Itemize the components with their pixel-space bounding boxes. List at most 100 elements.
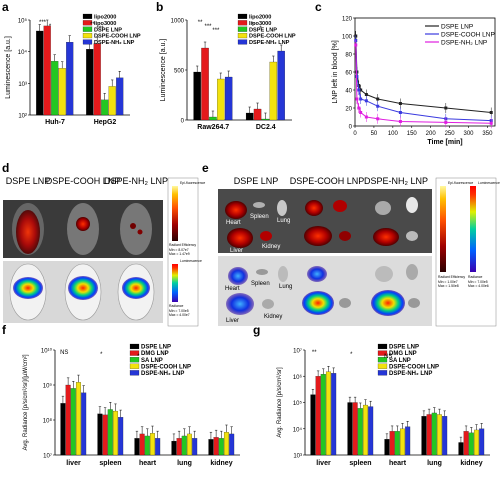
bar-dspe-nh-lnp-liver bbox=[331, 373, 337, 456]
bar-dmg-lnp-lung bbox=[176, 438, 182, 456]
bar-dspe-nh-lnp-spleen bbox=[368, 406, 374, 456]
organ-e2-heart bbox=[305, 200, 323, 216]
bar-sa-lnp-spleen bbox=[357, 408, 363, 456]
x-tick-label: 50 bbox=[371, 131, 378, 137]
panel-letter-c: c bbox=[315, 0, 322, 14]
bar-dspe-cooh-lnp-spleen bbox=[112, 410, 118, 456]
y-tick-label: 500 bbox=[174, 69, 185, 75]
category-label-dc2-4: DC2.4 bbox=[256, 124, 276, 131]
y-axis-label: Luminescence [a.u.] bbox=[5, 36, 12, 99]
y-tick-label: 10⁴ bbox=[18, 49, 28, 56]
legend-swatch-dspe-nh-lnp bbox=[237, 39, 248, 45]
panel-d-imaging: DSPE LNP DSPE-COOH LNP DSPE-NH₂ LNP Epi-… bbox=[3, 176, 205, 327]
legend-label-dspe-lnp: DSPE LNP bbox=[389, 345, 419, 351]
y-axis-label: Avg. Radiance [p/s/cm²/sr]/[µW/cm²] bbox=[23, 354, 29, 450]
point-dspe-nh-lnp bbox=[357, 106, 361, 110]
bar-dspe-lnp-liver bbox=[310, 394, 316, 456]
bar-sa-lnp-kidney bbox=[218, 438, 224, 456]
category-label-heart: heart bbox=[139, 460, 157, 467]
significance-annotation: * bbox=[259, 26, 262, 32]
bar-dspe-lnp-lung bbox=[421, 416, 427, 456]
bar-dspe-nh-lnp-dc2-4 bbox=[277, 50, 285, 121]
significance-annotation: NS bbox=[384, 354, 392, 360]
legend-swatch-dmg-lnp bbox=[377, 350, 388, 356]
panel-e-cb-bottom-unit: Radiance bbox=[468, 275, 482, 279]
significance-annotation: *** bbox=[204, 24, 212, 30]
legend-label-dspe-nh-lnp: DSPE-NH₂ LNP bbox=[94, 40, 135, 46]
point-dspe-nh-lnp bbox=[359, 111, 363, 114]
bar-dspe-cooh-lnp-kidney bbox=[473, 429, 479, 456]
bar-dmg-lnp-liver bbox=[315, 376, 321, 456]
panel-d-title-1: DSPE LNP bbox=[6, 176, 51, 186]
panel-d-cb-bottom-title: Luminescence bbox=[180, 259, 202, 263]
panel-e-cb-bottom-min: Min = 7.00e5 bbox=[468, 280, 488, 284]
bar-dspe-lnp-huh-7 bbox=[51, 61, 59, 116]
point-dspe-nh-lnp bbox=[364, 115, 368, 119]
panel-letter-e: e bbox=[202, 161, 209, 175]
bar-sa-lnp-liver bbox=[70, 388, 76, 456]
organ-e1-kidney bbox=[260, 231, 272, 241]
bar-dspe-nh-lnp-lung bbox=[192, 438, 198, 456]
bar-sa-lnp-heart bbox=[394, 431, 400, 456]
legend-swatch-lipo2000 bbox=[237, 13, 248, 19]
bar-lipo3000-dc2-4 bbox=[253, 108, 262, 121]
category-label-hepg2: HepG2 bbox=[94, 119, 117, 126]
legend-label-lipo2000: lipo2000 bbox=[249, 14, 271, 20]
panel-e-bottom-background bbox=[218, 256, 432, 326]
y-tick-label: 10³ bbox=[18, 82, 27, 88]
bar-dmg-lnp-spleen bbox=[352, 402, 358, 456]
panel-d-cb-bottom-unit: Radiance bbox=[169, 304, 183, 308]
bar-sa-lnp-liver bbox=[320, 374, 326, 456]
curve-dspe-cooh-lnp bbox=[355, 40, 492, 122]
organ-label-heart: Heart bbox=[226, 220, 241, 226]
significance-annotation: * bbox=[350, 352, 353, 358]
organ-label-kidney-bottom: Kidney bbox=[264, 314, 282, 320]
legend-label-lipo2000: lipo2000 bbox=[94, 14, 116, 20]
panel-e-colorbar-luminescence bbox=[470, 186, 476, 272]
point-dspe-lnp bbox=[364, 93, 368, 96]
bar-dspe-cooh-lnp-heart bbox=[149, 433, 155, 456]
panel-d-title-3: DSPE-NH₂ LNP bbox=[104, 176, 168, 186]
bar-dmg-lnp-kidney bbox=[213, 437, 219, 456]
y-tick-label: 10⁵ bbox=[293, 400, 303, 407]
organ-e2-kidney bbox=[339, 231, 351, 241]
significance-annotation: NS bbox=[60, 350, 68, 356]
mouse-d-top-2-signal bbox=[76, 217, 90, 231]
point-dspe-nh-lnp bbox=[376, 117, 380, 121]
x-tick-label: 250 bbox=[445, 131, 456, 137]
category-label-raw264-7: Raw264.7 bbox=[197, 124, 229, 131]
organ-label-lung-bottom: Lung bbox=[279, 284, 292, 290]
panel-e-title-1: DSPE LNP bbox=[234, 176, 279, 186]
y-axis-label: Luminescence [a.u.] bbox=[160, 39, 167, 102]
legend-label-dspe-cooh-lnp: DSPE-COOH LNP bbox=[389, 364, 439, 370]
point-dspe-lnp bbox=[444, 106, 448, 110]
legend-swatch-lipo3000 bbox=[237, 20, 248, 26]
organ-e3-kidney bbox=[406, 231, 418, 241]
chart-g-radiance-organs: 10⁷ 10⁶ 10⁵ 10⁴ 10³ Avg. Radiance [p/s/cm²/sr… bbox=[277, 343, 490, 467]
bar-dmg-lnp-heart bbox=[139, 433, 145, 456]
panel-e-cb-top-min: Min = 1.00e7 bbox=[438, 280, 458, 284]
legend-swatch-dspe-cooh-lnp bbox=[82, 33, 93, 39]
legend-label-dspe-lnp: DSPE LNP bbox=[441, 24, 473, 31]
legend-label-lipo3000: lipo3000 bbox=[249, 21, 271, 27]
panel-d-colorbar-luminescence bbox=[172, 264, 178, 302]
y-tick-label: 10⁷ bbox=[43, 453, 52, 460]
x-tick-label: 200 bbox=[426, 131, 437, 137]
legend-swatch-dspe-cooh-lnp bbox=[129, 363, 140, 369]
x-tick-label: 0 bbox=[353, 131, 357, 137]
panel-d-title-2: DSPE-COOH LNP bbox=[46, 176, 121, 186]
organ-label-spleen-bottom: Spleen bbox=[251, 281, 270, 287]
chart-a-luminescence-cell-lines: 10⁵ 10⁴ 10³ 10² Luminescence [a.u.] Huh-7 HepG… bbox=[5, 13, 141, 126]
organ-e2-liver bbox=[304, 226, 332, 246]
panel-d-cb-bottom-min: Min = 7.00e5 bbox=[169, 309, 189, 313]
bar-sa-lnp-spleen bbox=[107, 409, 113, 456]
bar-dmg-lnp-lung bbox=[426, 414, 432, 456]
legend-label-lipo3000: lipo3000 bbox=[94, 21, 116, 27]
legend-swatch-dspe-nh-lnp bbox=[377, 370, 388, 376]
bar-sa-lnp-lung bbox=[431, 412, 437, 456]
y-tick-label: 10⁸ bbox=[43, 418, 53, 425]
panel-d-cb-top-unit: Radiant Efficiency bbox=[169, 243, 196, 247]
y-tick-label: 10³ bbox=[293, 454, 302, 460]
significance-annotation: * bbox=[251, 22, 254, 28]
